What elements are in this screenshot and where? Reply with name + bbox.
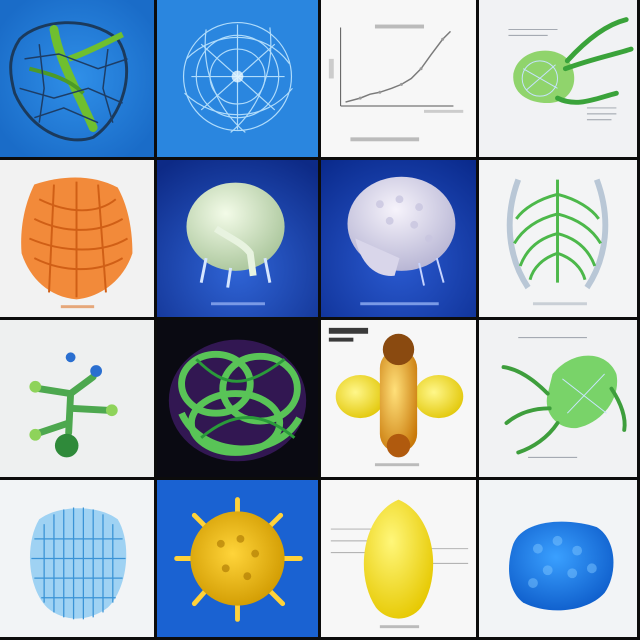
tile-green-branching-organ bbox=[479, 0, 640, 160]
tile-green-tendril-cluster bbox=[479, 320, 640, 480]
tile-green-looped-tubes bbox=[157, 320, 321, 480]
blue-mesh-lattice-illustration bbox=[0, 480, 154, 637]
green-branching-nodes-illustration bbox=[0, 320, 154, 477]
green-ribcage-illustration bbox=[479, 160, 637, 317]
green-looped-tubes-illustration bbox=[157, 320, 318, 477]
tile-line-chart-figure bbox=[321, 0, 479, 160]
line-chart-figure-illustration bbox=[321, 0, 476, 157]
blue-textured-blob-illustration bbox=[479, 480, 637, 637]
pale-green-bulb-illustration bbox=[157, 160, 318, 317]
cyan-filament-sphere-illustration bbox=[157, 0, 318, 157]
tile-amber-capsule bbox=[321, 320, 479, 480]
tile-yellow-lemon-oval bbox=[321, 480, 479, 640]
white-coral-brain-illustration bbox=[321, 160, 476, 317]
tile-white-coral-brain bbox=[321, 160, 479, 320]
yellow-spiky-pollen-illustration bbox=[157, 480, 318, 637]
tile-orange-ribbed-organ bbox=[0, 160, 157, 320]
green-leaf-network-illustration bbox=[0, 0, 154, 157]
yellow-lemon-oval-illustration bbox=[321, 480, 476, 637]
tile-blue-textured-blob bbox=[479, 480, 640, 640]
tile-pale-green-bulb bbox=[157, 160, 321, 320]
green-tendril-cluster-illustration bbox=[479, 320, 637, 477]
tile-blue-mesh-lattice bbox=[0, 480, 157, 640]
orange-ribbed-organ-illustration bbox=[0, 160, 154, 317]
tile-green-ribcage bbox=[479, 160, 640, 320]
tile-cyan-filament-sphere bbox=[157, 0, 321, 160]
amber-capsule-illustration bbox=[321, 320, 476, 477]
green-branching-organ-illustration bbox=[479, 0, 637, 157]
tile-green-leaf-network bbox=[0, 0, 157, 160]
tile-yellow-spiky-pollen bbox=[157, 480, 321, 640]
tile-green-branching-nodes bbox=[0, 320, 157, 480]
